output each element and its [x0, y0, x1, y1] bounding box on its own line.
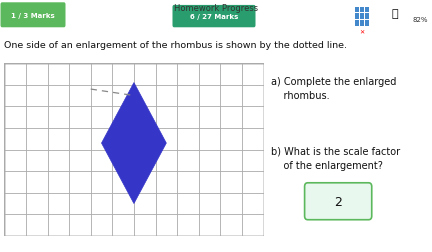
FancyBboxPatch shape [365, 8, 369, 13]
Text: Homework Progress: Homework Progress [174, 4, 258, 13]
Polygon shape [102, 83, 166, 204]
Text: 6 / 27 Marks: 6 / 27 Marks [190, 14, 238, 20]
Text: b) What is the scale factor
    of the enlargement?: b) What is the scale factor of the enlar… [271, 146, 400, 170]
Text: a) Complete the enlarged
    rhombus.: a) Complete the enlarged rhombus. [271, 76, 397, 100]
FancyBboxPatch shape [0, 3, 66, 28]
Text: 1 / 3 Marks: 1 / 3 Marks [11, 13, 55, 19]
FancyBboxPatch shape [360, 8, 364, 13]
FancyBboxPatch shape [355, 21, 359, 26]
FancyBboxPatch shape [365, 21, 369, 26]
Text: 2: 2 [334, 195, 342, 208]
FancyBboxPatch shape [355, 8, 359, 13]
Text: One side of an enlargement of the rhombus is shown by the dotted line.: One side of an enlargement of the rhombu… [4, 41, 347, 50]
FancyBboxPatch shape [360, 14, 364, 20]
Text: ✕: ✕ [359, 30, 365, 35]
FancyBboxPatch shape [305, 183, 372, 220]
Text: 82%: 82% [413, 17, 428, 23]
FancyBboxPatch shape [365, 14, 369, 20]
FancyBboxPatch shape [172, 6, 255, 28]
FancyBboxPatch shape [360, 21, 364, 26]
Text: 🏆: 🏆 [392, 9, 398, 19]
FancyBboxPatch shape [355, 14, 359, 20]
